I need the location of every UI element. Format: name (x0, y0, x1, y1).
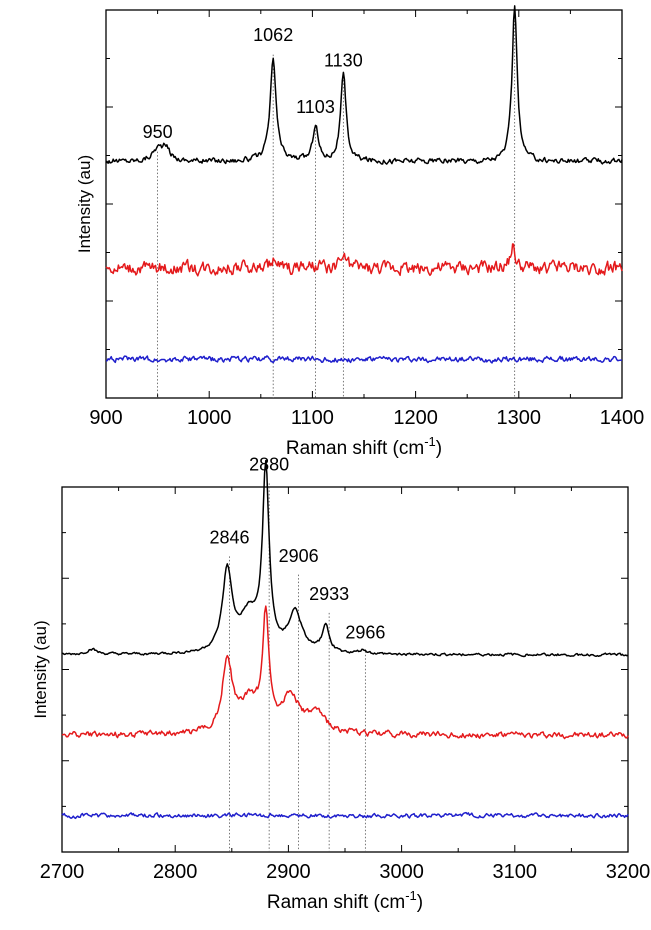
peak-label: 950 (143, 122, 173, 142)
x-axis-label-text: Raman shift (cm (267, 892, 405, 913)
peak-label: 2966 (345, 622, 385, 642)
x-axis-label: Raman shift (cm-1) (286, 434, 442, 459)
x-tick-label: 3100 (493, 861, 538, 883)
x-axis-label-close: ) (436, 438, 442, 459)
x-tick-label: 1200 (393, 407, 438, 429)
peak-label: 2846 (210, 528, 250, 548)
peak-label: 2933 (309, 584, 349, 604)
x-tick-label: 1100 (291, 407, 334, 429)
chart-panel-bottom: 2700 2800 2900 3000 3100 3200 Raman shift (cm-… (31, 455, 650, 913)
peak-label: 1130 (324, 50, 363, 70)
x-tick-label: 1400 (600, 407, 645, 429)
x-axis-label-text: Raman shift (cm (286, 438, 424, 459)
series-line-0 (105, 5, 623, 165)
peak-label: 2880 (249, 455, 289, 475)
plot-frame (61, 486, 629, 853)
x-tick-label: 3200 (606, 861, 651, 883)
peak-label: 1062 (253, 25, 293, 45)
series-line-1 (105, 243, 623, 277)
x-tick-label: 3000 (379, 861, 424, 883)
plot-frame (105, 9, 623, 399)
x-axis-label-close: ) (417, 892, 423, 913)
x-tick-label: 2800 (153, 861, 198, 883)
series-line-1 (61, 605, 629, 740)
peak-label: 1103 (296, 97, 335, 117)
series-line-2 (61, 811, 629, 820)
x-axis-label-superscript: -1 (424, 434, 436, 449)
peak-label: 2906 (279, 546, 319, 566)
y-axis-label: Intensity (au) (31, 620, 50, 718)
x-tick-label: 2900 (266, 861, 311, 883)
series-line-0 (62, 459, 629, 658)
chart-panel-top: 900 1000 1100 1200 1300 1400 Raman shift (cm-1… (75, 0, 644, 459)
x-tick-label: 1300 (497, 407, 542, 429)
series-line-2 (105, 355, 622, 364)
x-axis-label-superscript: -1 (405, 888, 417, 903)
y-axis-label: Intensity (au) (75, 155, 94, 253)
x-tick-label: 1000 (187, 407, 232, 429)
x-tick-label: 900 (89, 407, 122, 429)
x-tick-label: 2700 (40, 861, 85, 883)
x-axis-label: Raman shift (cm-1) (267, 888, 423, 913)
